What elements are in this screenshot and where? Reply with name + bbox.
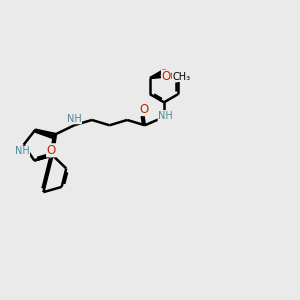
- Text: O: O: [140, 103, 148, 116]
- Text: O: O: [162, 70, 171, 83]
- Text: CH₃: CH₃: [172, 71, 190, 82]
- Text: NH: NH: [158, 111, 173, 121]
- Text: O: O: [46, 144, 56, 157]
- Text: NH: NH: [15, 146, 30, 156]
- Text: NH: NH: [67, 114, 82, 124]
